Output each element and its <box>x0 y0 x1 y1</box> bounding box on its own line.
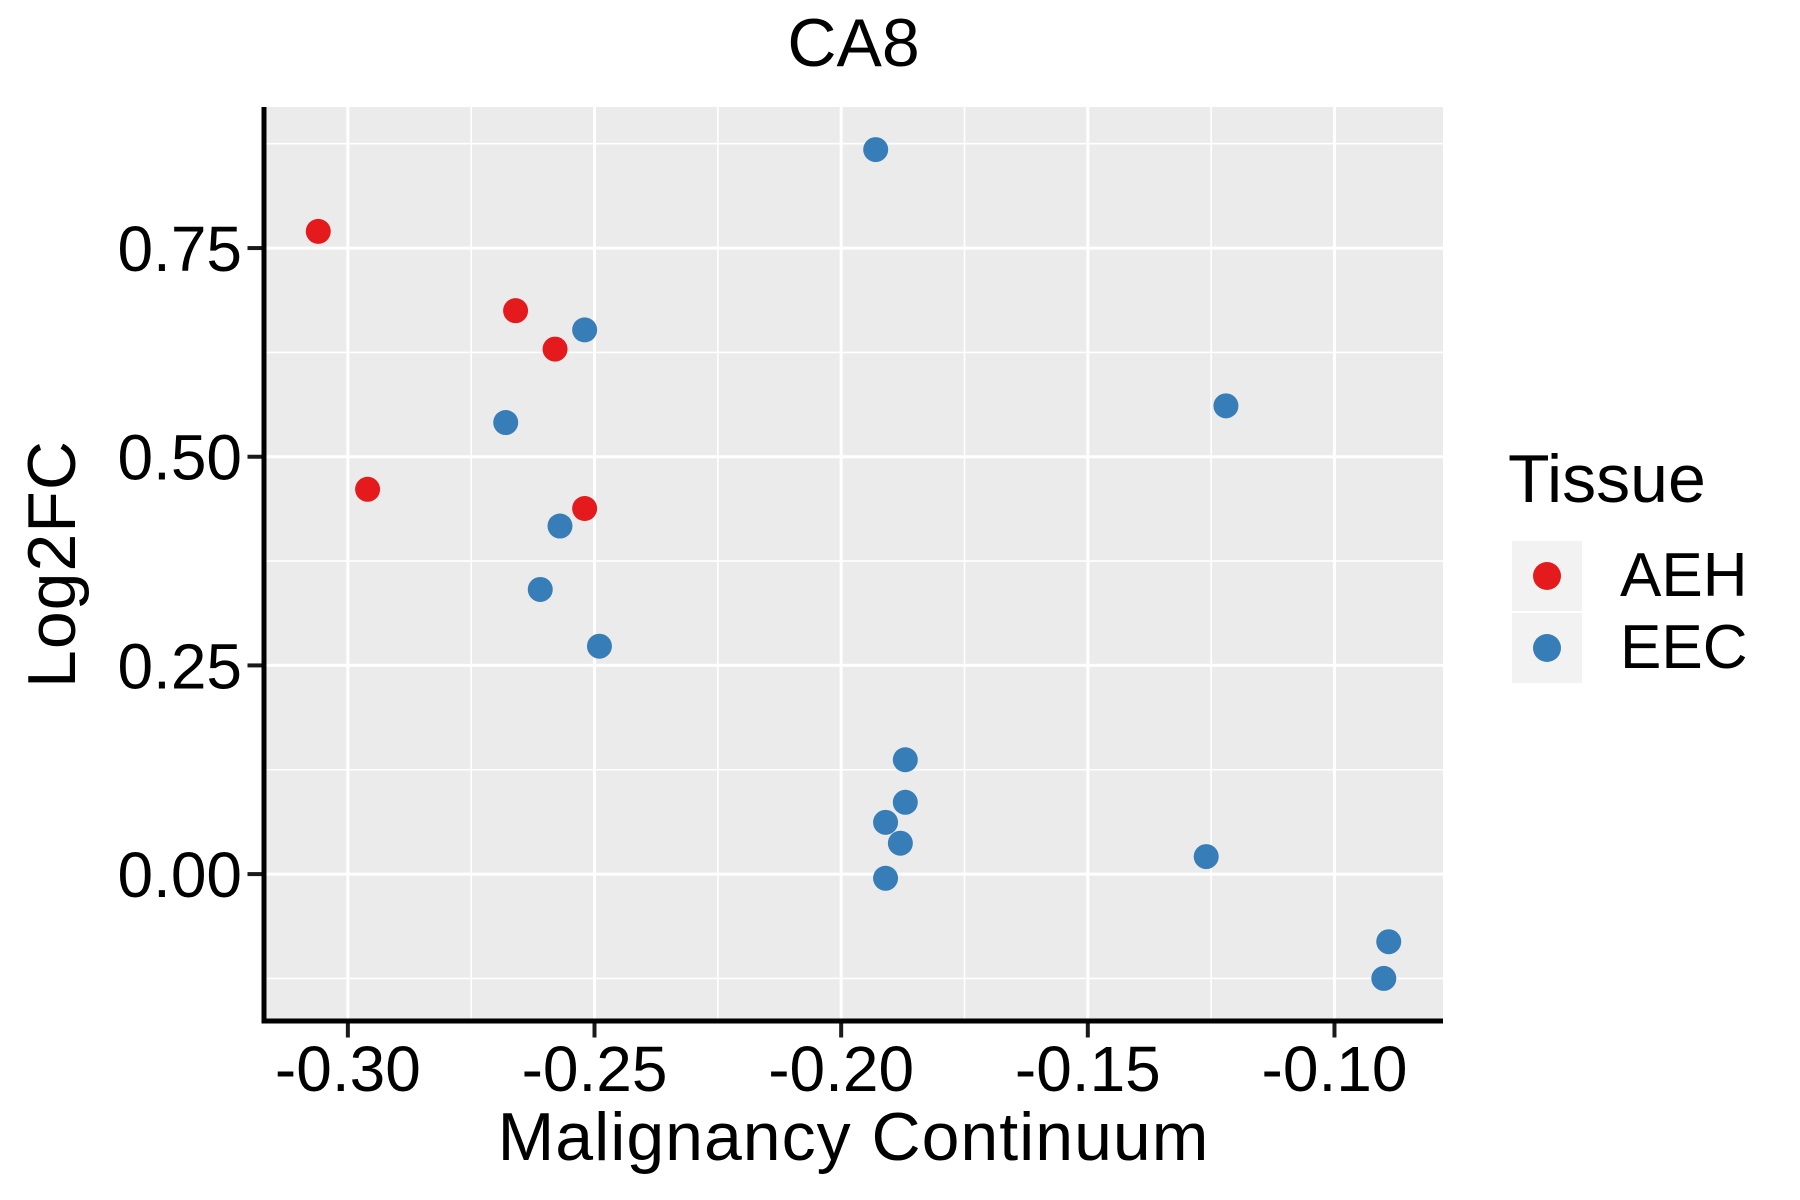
y-tick-label: 0.00 <box>117 839 242 911</box>
data-point-aeh <box>305 218 331 244</box>
data-point-eec <box>1371 965 1397 991</box>
data-point-eec <box>873 865 899 891</box>
data-point-aeh <box>542 336 568 362</box>
x-tick-label: -0.30 <box>275 1033 421 1105</box>
legend-key-box <box>1512 612 1582 683</box>
legend-key-box <box>1512 540 1582 611</box>
legend-entry-eec: EEC <box>1512 612 1748 683</box>
data-point-eec <box>1193 844 1219 870</box>
data-point-eec <box>586 633 612 659</box>
data-point-eec <box>547 513 573 539</box>
y-tick-label: 0.25 <box>117 630 242 702</box>
data-point-eec <box>892 789 918 815</box>
legend-entries: AEH EEC <box>1512 540 1748 683</box>
plot-title: CA8 <box>787 5 920 81</box>
legend-entry-aeh: AEH <box>1512 540 1748 611</box>
data-point-eec <box>873 809 899 835</box>
panel-background <box>264 107 1443 1021</box>
x-tick-label: -0.10 <box>1262 1033 1408 1105</box>
eec-point-icon <box>1533 633 1561 662</box>
y-tick-label: 0.75 <box>117 213 242 285</box>
data-point-eec <box>572 317 598 343</box>
x-tick-label: -0.20 <box>768 1033 914 1105</box>
data-point-eec <box>1213 393 1239 419</box>
legend-title: Tissue <box>1508 441 1706 517</box>
data-point-eec <box>527 576 553 602</box>
legend: Tissue AEH EEC <box>1508 442 1747 685</box>
data-point-eec <box>863 137 889 163</box>
x-tick-label: -0.15 <box>1015 1033 1161 1105</box>
data-point-eec <box>493 410 519 436</box>
data-point-aeh <box>572 495 598 521</box>
data-point-aeh <box>355 476 381 502</box>
legend-label-aeh: AEH <box>1620 540 1748 610</box>
legend-label-eec: EEC <box>1620 612 1748 682</box>
y-axis-title: Log2FC <box>14 440 90 688</box>
data-point-eec <box>1376 929 1402 955</box>
aeh-point-icon <box>1533 561 1561 590</box>
y-tick-label: 0.50 <box>117 422 242 494</box>
data-point-eec <box>887 830 913 856</box>
data-point-eec <box>892 747 918 773</box>
x-axis-title: Malignancy Continuum <box>497 1099 1210 1175</box>
x-tick-label: -0.25 <box>522 1033 668 1105</box>
data-point-aeh <box>503 298 529 324</box>
